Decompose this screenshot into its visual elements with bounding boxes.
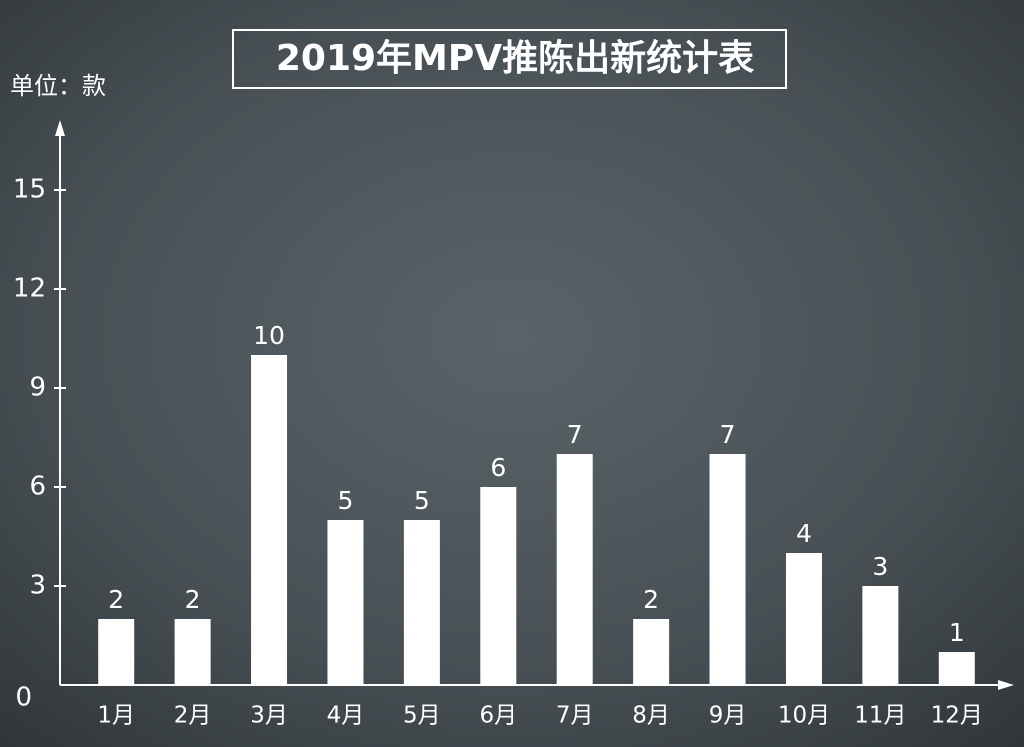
bar [633,619,670,685]
bar [556,454,593,685]
value-label: 6 [490,453,506,482]
x-tick-label: 1月 [97,703,135,729]
bar [327,520,364,685]
title-box [232,29,787,89]
y-axis-label: 单位：款 [10,72,106,100]
bar [862,586,899,685]
x-tick-label: 11月 [854,703,906,729]
value-label: 5 [338,486,354,515]
value-label: 2 [108,585,124,614]
y-tick-label: 3 [29,571,46,601]
bar [785,553,822,685]
x-tick-label: 12月 [931,703,983,729]
x-tick-label: 6月 [479,703,517,729]
x-tick-label: 7月 [556,703,594,729]
x-tick-label: 3月 [250,703,288,729]
y-tick-label: 6 [29,472,46,502]
x-tick-label: 8月 [632,703,670,729]
value-label: 5 [414,486,430,515]
value-label: 2 [185,585,201,614]
x-tick-label: 10月 [778,703,830,729]
y-axis-arrow [55,120,65,136]
y-tick-label: 12 [13,274,46,304]
bar [98,619,135,685]
value-label: 10 [253,321,285,350]
chart-title: 2019年MPV推陈出新统计表 [276,38,754,79]
x-tick-label: 2月 [174,703,212,729]
bar [938,652,975,685]
y-tick-label: 0 [15,683,32,713]
x-tick-label: 5月 [403,703,441,729]
y-tick-label: 9 [29,373,46,403]
x-tick-label: 4月 [327,703,365,729]
x-axis-arrow [998,680,1014,690]
bar [480,487,517,685]
value-label: 3 [872,552,888,581]
y-tick-label: 15 [13,175,46,205]
value-label: 1 [949,618,965,647]
value-label: 2 [643,585,659,614]
value-label: 4 [796,519,812,548]
bar [403,520,440,685]
value-label: 7 [720,420,736,449]
x-tick-label: 9月 [709,703,747,729]
bar [174,619,211,685]
value-label: 7 [567,420,583,449]
bar [709,454,746,685]
bar [251,355,288,685]
